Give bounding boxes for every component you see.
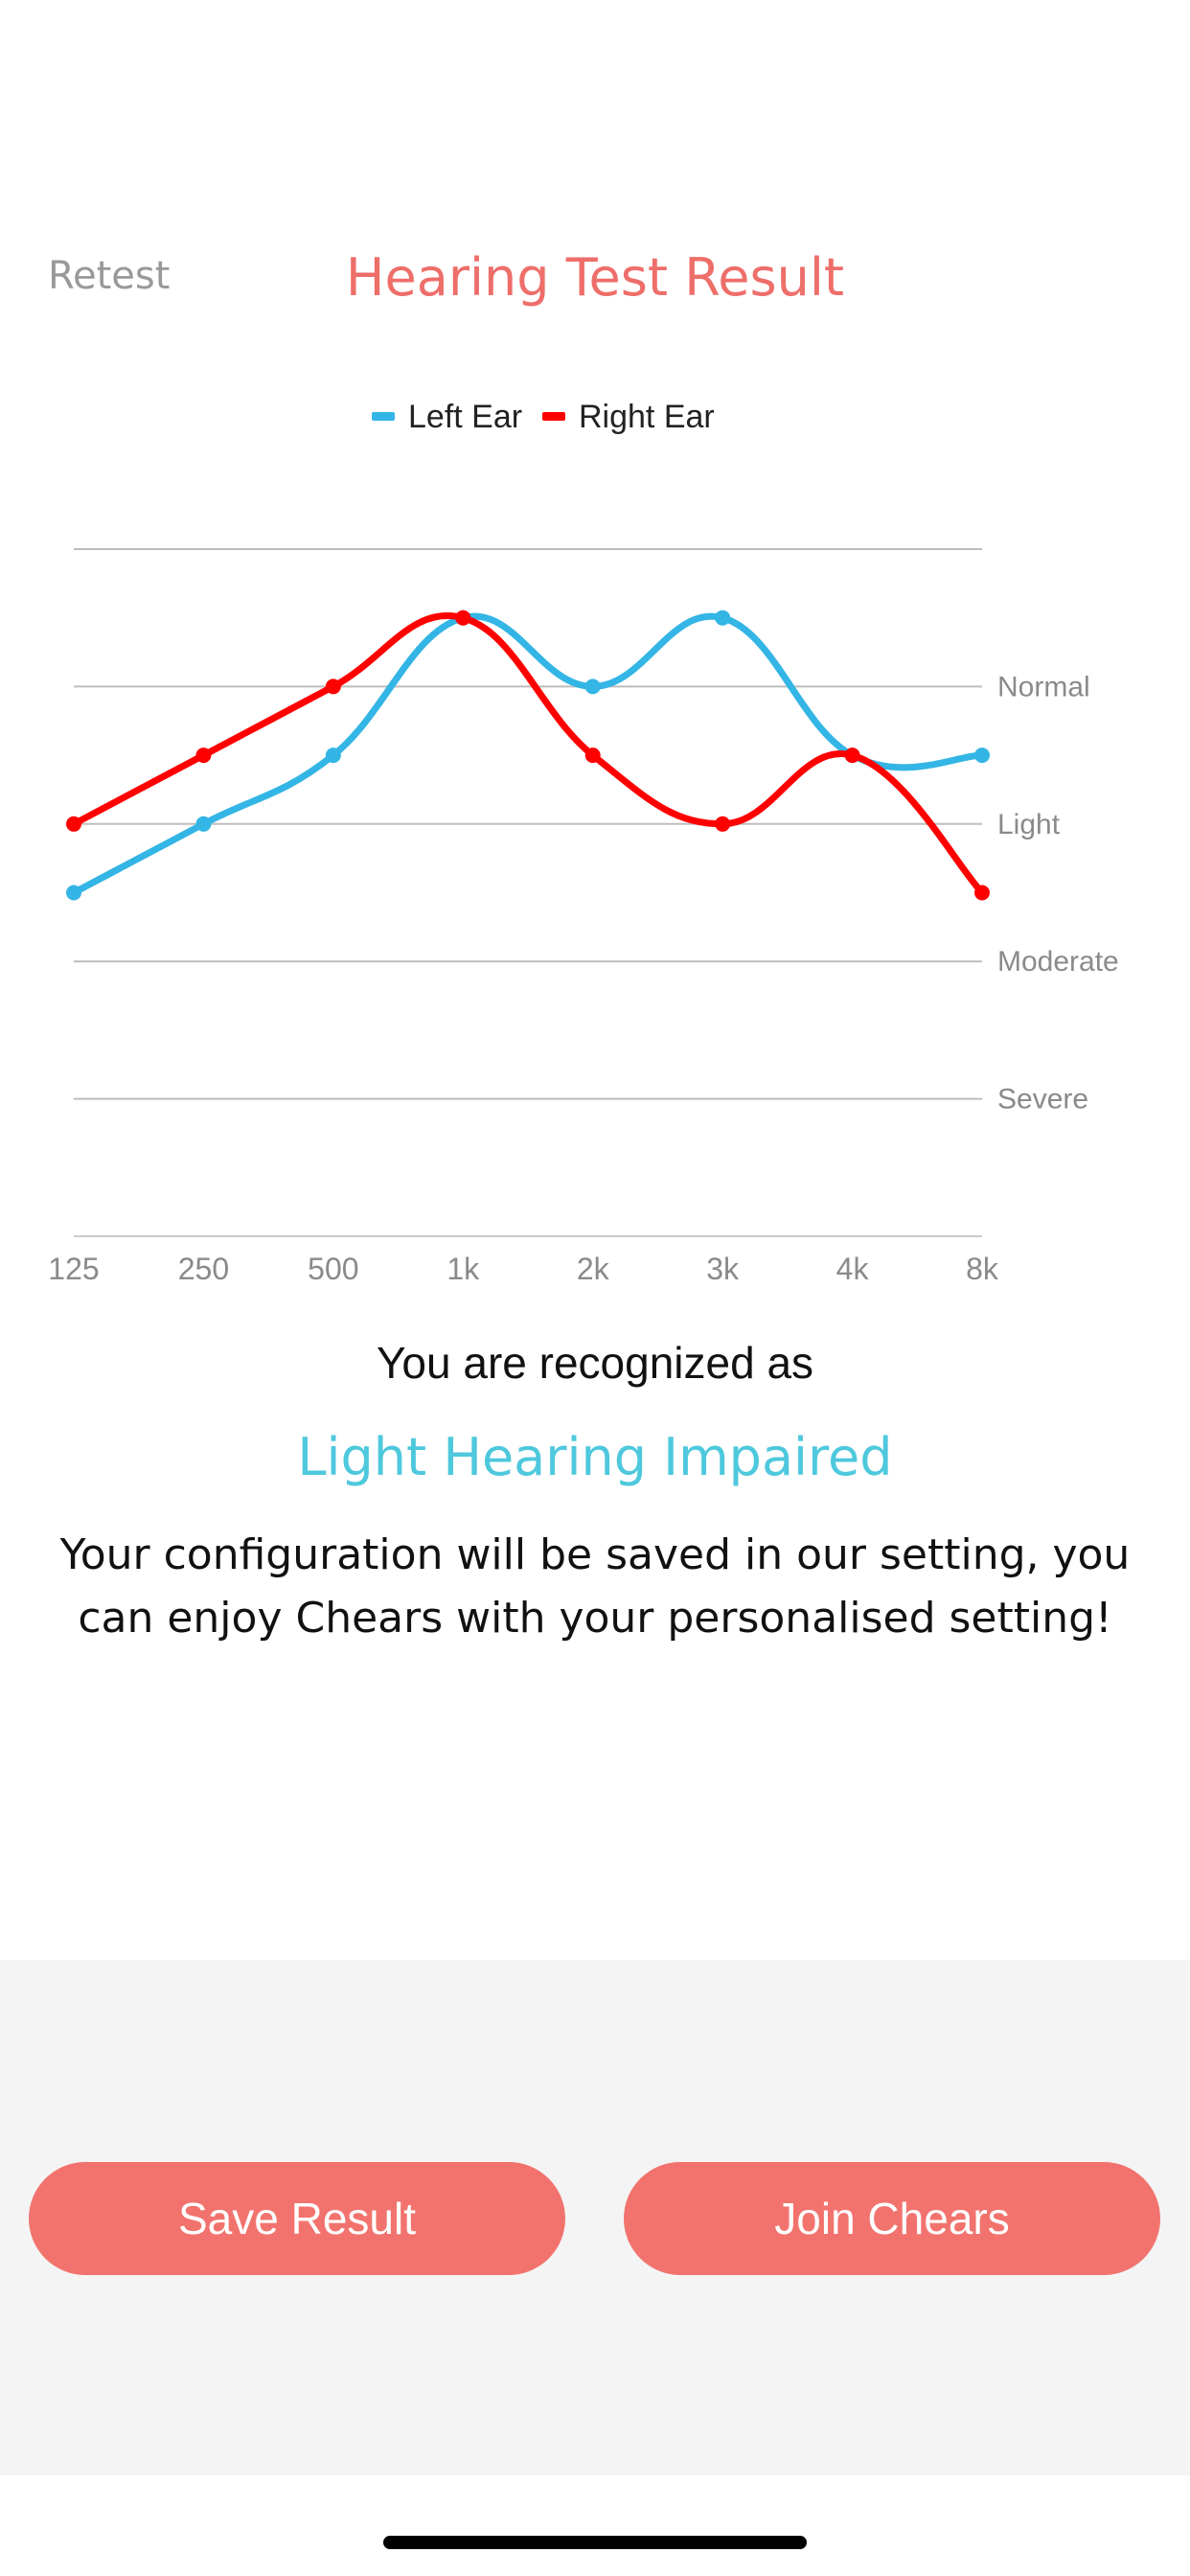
data-point	[195, 816, 212, 832]
data-point	[974, 748, 990, 764]
x-tick-label: 4k	[836, 1252, 870, 1286]
data-point	[195, 748, 212, 764]
data-point	[584, 748, 601, 764]
hearing-chart: Normal Light Moderate Severe 125 250 500 1k 2k 3k…	[0, 364, 1190, 1303]
home-indicator[interactable]	[383, 2536, 807, 2549]
data-point	[455, 610, 471, 626]
x-tick-label: 500	[308, 1252, 358, 1286]
legend-label: Right Ear	[579, 399, 715, 435]
result-block: You are recognized as Light Hearing Impa…	[0, 1337, 1190, 1650]
data-point	[715, 816, 731, 832]
data-point	[325, 678, 341, 695]
join-chears-button[interactable]: Join Chears	[624, 2162, 1160, 2275]
data-point	[325, 748, 341, 764]
save-result-button[interactable]: Save Result	[29, 2162, 565, 2275]
x-tick-label: 3k	[706, 1252, 740, 1286]
data-point	[66, 816, 81, 832]
data-point	[66, 885, 81, 901]
legend-swatch	[542, 412, 565, 421]
description-text: Your configuration will be saved in our …	[59, 1530, 1131, 1643]
data-point	[715, 610, 731, 626]
data-point	[584, 678, 601, 695]
x-tick-label: 1k	[446, 1252, 480, 1286]
legend-swatch	[372, 412, 395, 421]
x-tick-label: 125	[48, 1252, 99, 1286]
x-tick-label: 2k	[577, 1252, 610, 1286]
y-level-label: Light	[997, 809, 1061, 840]
page-title: Hearing Test Result	[345, 247, 845, 308]
y-level-label: Moderate	[997, 946, 1119, 978]
legend-label: Left Ear	[408, 399, 522, 435]
recognized-label: You are recognized as	[376, 1338, 814, 1388]
y-level-label: Severe	[997, 1084, 1088, 1116]
data-point	[974, 885, 990, 901]
condition-label: Light Hearing Impaired	[297, 1427, 893, 1487]
y-level-label: Normal	[997, 671, 1090, 702]
hearing-chart-svg: Normal Light Moderate Severe 125 250 500 1k 2k 3k…	[48, 399, 1119, 1286]
data-point	[844, 748, 860, 764]
x-tick-label: 8k	[966, 1252, 999, 1286]
x-tick-label: 250	[178, 1252, 229, 1286]
retest-button[interactable]: Retest	[48, 254, 171, 298]
header: Retest Hearing Test Result	[0, 0, 1190, 402]
series-line-left-ear	[70, 612, 986, 896]
